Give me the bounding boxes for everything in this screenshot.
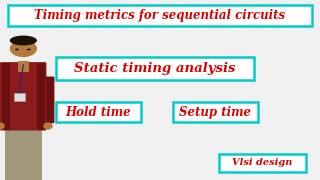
FancyBboxPatch shape — [5, 112, 42, 180]
FancyBboxPatch shape — [0, 62, 46, 130]
FancyBboxPatch shape — [2, 63, 10, 130]
FancyBboxPatch shape — [219, 154, 306, 172]
Text: Hold time: Hold time — [66, 105, 131, 119]
Ellipse shape — [27, 49, 31, 50]
FancyBboxPatch shape — [8, 5, 312, 26]
Text: Static timing analysis: Static timing analysis — [75, 62, 236, 75]
Ellipse shape — [10, 36, 37, 45]
Text: Vlsi design: Vlsi design — [232, 158, 292, 167]
FancyBboxPatch shape — [5, 112, 42, 117]
Ellipse shape — [43, 122, 53, 130]
Ellipse shape — [0, 122, 5, 130]
Text: Setup time: Setup time — [179, 105, 251, 119]
FancyBboxPatch shape — [56, 102, 141, 122]
Ellipse shape — [15, 49, 19, 50]
FancyBboxPatch shape — [173, 102, 258, 122]
FancyBboxPatch shape — [56, 57, 254, 80]
Text: Timing metrics for sequential circuits: Timing metrics for sequential circuits — [35, 9, 285, 22]
FancyBboxPatch shape — [18, 61, 29, 72]
FancyBboxPatch shape — [37, 63, 45, 130]
FancyBboxPatch shape — [42, 76, 54, 123]
Ellipse shape — [10, 40, 37, 57]
FancyBboxPatch shape — [0, 76, 6, 123]
FancyBboxPatch shape — [14, 93, 25, 101]
